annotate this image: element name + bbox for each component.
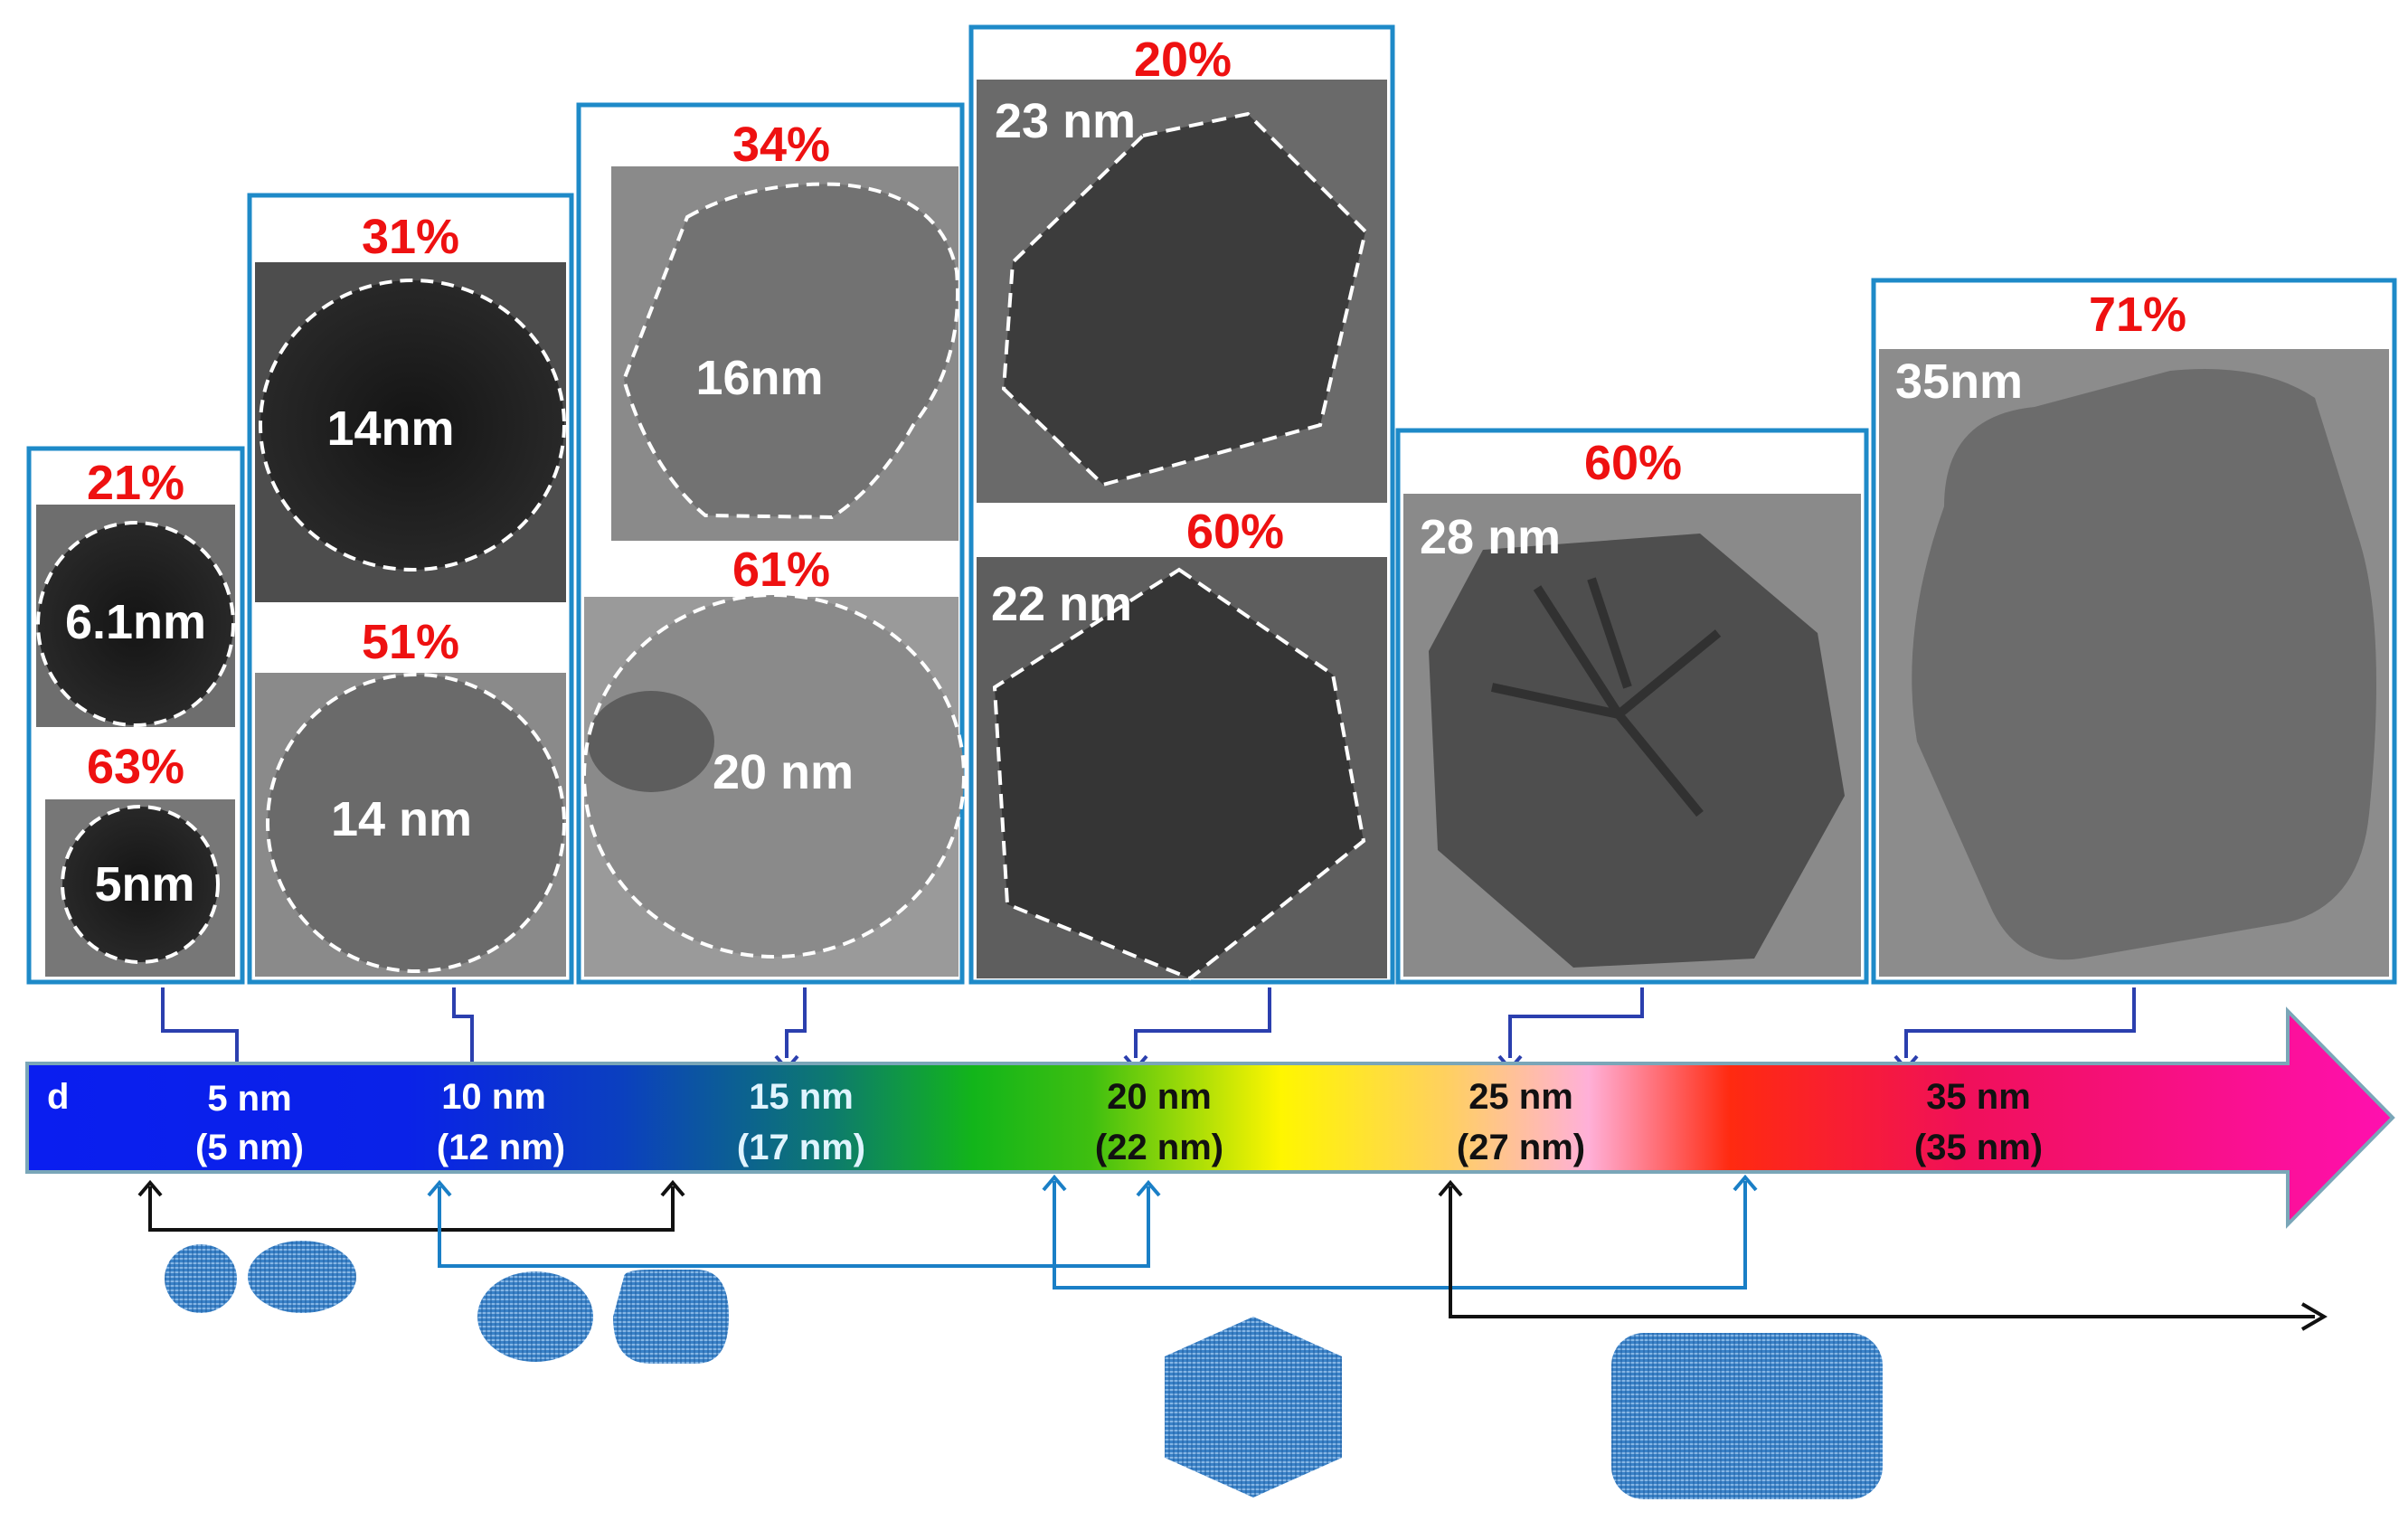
- panel-20nm-top-size: 23 nm: [995, 94, 1136, 148]
- axis-tick-5nm-measured: (5 nm): [195, 1128, 304, 1167]
- range-rounded-rectangles: [1449, 1186, 2315, 1318]
- axis-tick-20nm-measured: (22 nm): [1095, 1128, 1223, 1167]
- axis-tick-35nm-measured: (35 nm): [1914, 1128, 2043, 1167]
- range-spheres: [438, 1186, 1150, 1268]
- panel-20nm: 20% 23 nm 60% 22 nm: [968, 24, 1395, 985]
- spheres-icon: [477, 1270, 729, 1364]
- panel-20nm-top-percent: 20%: [1134, 33, 1232, 87]
- panel-15nm-top-percent: 34%: [732, 118, 830, 172]
- axis-tick-10nm: 10 nm: [441, 1077, 546, 1117]
- panel-35nm-percent: 71%: [2089, 288, 2186, 342]
- size-axis-bar: d 5 nm (5 nm) 10 nm (12 nm) 15 nm (17 nm…: [25, 1006, 2395, 1229]
- range-hexagons: [1053, 1181, 1747, 1290]
- panel-25nm-percent: 60%: [1584, 436, 1682, 490]
- panel-25nm: 60% 28 nm: [1395, 428, 1869, 985]
- axis-symbol: d: [47, 1077, 69, 1117]
- shape-range-brackets: [137, 1174, 2328, 1331]
- axis-tick-15nm-measured: (17 nm): [737, 1128, 865, 1167]
- panel-5nm-top-percent: 21%: [87, 456, 184, 510]
- axis-tick-25nm-measured: (27 nm): [1457, 1128, 1585, 1167]
- panel-5nm-top-size: 6.1nm: [65, 595, 206, 649]
- panel-10nm-bottom-size: 14 nm: [331, 792, 472, 846]
- hexagon-icon: [1165, 1317, 1342, 1497]
- panel-10nm: 31% 14nm 51% 14 nm: [247, 193, 574, 985]
- axis-tick-15nm: 15 nm: [749, 1077, 854, 1117]
- range-small-spheres: [148, 1186, 675, 1232]
- panel-5nm-bottom-size: 5nm: [94, 857, 194, 912]
- panel-10nm-top-percent: 31%: [362, 210, 459, 264]
- panel-5nm-bottom-percent: 63%: [87, 740, 184, 794]
- axis-tick-35nm: 35 nm: [1926, 1077, 2031, 1117]
- axis-tick-25nm: 25 nm: [1468, 1077, 1573, 1117]
- panel-35nm: 71% 35nm: [1871, 278, 2397, 985]
- rounded-rectangle-icon: [1611, 1333, 1883, 1499]
- axis-tick-20nm: 20 nm: [1107, 1077, 1212, 1117]
- panel-10nm-bottom-percent: 51%: [362, 615, 459, 669]
- small-spheres-icon: [165, 1241, 356, 1313]
- panel-15nm: 34% 16nm 61% 20 nm: [576, 102, 966, 985]
- panel-15nm-bottom-percent: 61%: [732, 543, 830, 597]
- panel-20nm-bottom-percent: 60%: [1186, 505, 1284, 559]
- axis-tick-10nm-measured: (12 nm): [437, 1128, 565, 1167]
- panel-15nm-bottom-size: 20 nm: [713, 745, 854, 799]
- panel-25nm-size: 28 nm: [1420, 510, 1561, 564]
- axis-tick-5nm: 5 nm: [207, 1079, 291, 1119]
- panel-5nm: 21% 6.1nm 63% 5nm: [26, 446, 245, 985]
- panel-15nm-top-size: 16nm: [695, 351, 823, 405]
- panel-35nm-size: 35nm: [1895, 354, 2023, 409]
- panel-20nm-bottom-size: 22 nm: [991, 577, 1132, 631]
- panel-10nm-top-size: 14nm: [326, 402, 454, 456]
